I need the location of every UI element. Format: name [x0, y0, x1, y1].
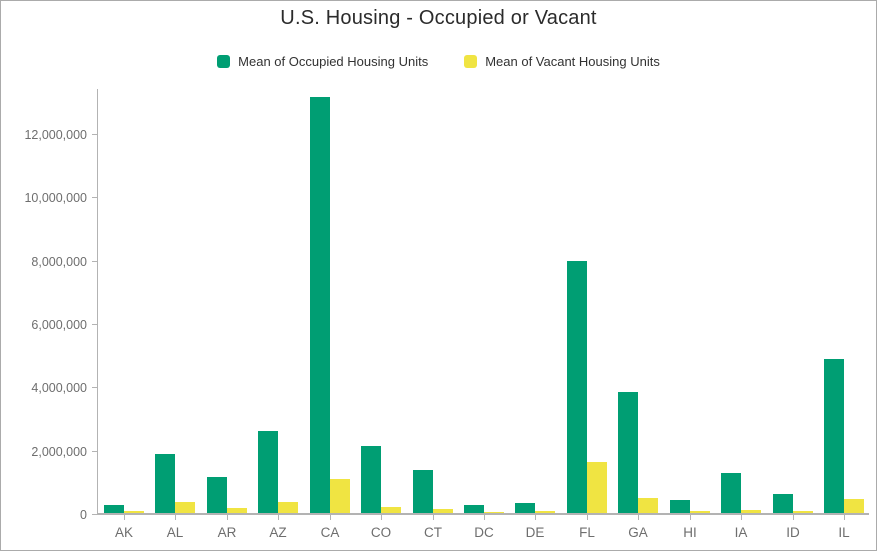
bar-vacant-CT[interactable] — [433, 509, 453, 513]
bar-occupied-AK[interactable] — [104, 505, 124, 513]
y-axis-tick — [92, 134, 98, 135]
y-axis-tick-label: 10,000,000 — [24, 191, 87, 205]
bar-vacant-IL[interactable] — [844, 499, 864, 513]
bar-vacant-HI[interactable] — [690, 511, 710, 513]
x-axis-tick — [330, 515, 331, 520]
plot-area: 0 2,000,000 4,000,000 6,000,000 8,000,000 10,… — [24, 89, 869, 540]
y-axis-tick — [92, 514, 98, 515]
x-axis-tick — [690, 515, 691, 520]
x-axis-label-DC: DC — [474, 525, 494, 540]
bar-occupied-CO[interactable] — [361, 446, 381, 513]
x-axis-tick — [278, 515, 279, 520]
y-axis-tick-label: 2,000,000 — [31, 445, 87, 459]
x-axis-tick — [535, 515, 536, 520]
bar-occupied-AL[interactable] — [155, 454, 175, 513]
bar-vacant-AL[interactable] — [175, 502, 195, 513]
bar-occupied-ID[interactable] — [773, 494, 793, 513]
x-axis-tick — [381, 515, 382, 520]
x-axis-label-HI: HI — [683, 525, 697, 540]
y-axis-tick-label: 6,000,000 — [31, 318, 87, 332]
bar-vacant-FL[interactable] — [587, 462, 607, 513]
y-axis-tick-label: 8,000,000 — [31, 255, 87, 269]
bar-occupied-CA[interactable] — [310, 97, 330, 513]
y-axis-tick-label: 12,000,000 — [24, 128, 87, 142]
x-axis-tick — [587, 515, 588, 520]
x-axis-tick — [175, 515, 176, 520]
x-axis-tick — [484, 515, 485, 520]
x-axis-label-CT: CT — [424, 525, 442, 540]
x-axis-tick — [638, 515, 639, 520]
x-axis-label-IL: IL — [838, 525, 850, 540]
y-axis-tick — [92, 451, 98, 452]
bar-vacant-DE[interactable] — [535, 511, 555, 513]
chart-title: U.S. Housing - Occupied or Vacant — [280, 7, 597, 29]
bar-occupied-AR[interactable] — [207, 477, 227, 513]
legend-label-vacant: Mean of Vacant Housing Units — [485, 54, 660, 69]
legend-item-occupied[interactable]: Mean of Occupied Housing Units — [217, 54, 428, 69]
occupied-swatch-icon — [217, 55, 231, 68]
bar-occupied-FL[interactable] — [567, 261, 587, 513]
x-axis-label-AK: AK — [114, 525, 133, 540]
y-axis-tick — [92, 197, 98, 198]
bar-occupied-IL[interactable] — [824, 359, 844, 513]
legend-label-occupied: Mean of Occupied Housing Units — [238, 54, 429, 69]
x-axis-tick — [227, 515, 228, 520]
bar-vacant-GA[interactable] — [638, 498, 658, 513]
bar-vacant-AK[interactable] — [124, 511, 144, 513]
x-axis-label-IA: IA — [734, 525, 748, 540]
x-axis-label-ID: ID — [786, 525, 800, 540]
bar-occupied-DC[interactable] — [464, 505, 484, 513]
x-axis-label-AR: AR — [217, 525, 237, 540]
x-axis-label-DE: DE — [525, 525, 545, 540]
legend: Mean of Occupied Housing Units Mean of V… — [1, 54, 876, 69]
bar-vacant-IA[interactable] — [741, 510, 761, 513]
bar-occupied-HI[interactable] — [670, 500, 690, 513]
x-axis-label-AZ: AZ — [269, 525, 287, 540]
x-axis-tick — [844, 515, 845, 520]
y-axis-tick-label: 4,000,000 — [31, 381, 87, 395]
x-axis-tick — [433, 515, 434, 520]
bar-occupied-CT[interactable] — [413, 470, 433, 513]
bar-vacant-CA[interactable] — [330, 479, 350, 513]
x-axis-tick — [124, 515, 125, 520]
x-axis-label-FL: FL — [579, 525, 595, 540]
bar-vacant-CO[interactable] — [381, 507, 401, 513]
x-axis-label-CO: CO — [370, 525, 392, 540]
vacant-swatch-icon — [464, 55, 478, 68]
y-axis-tick-label: 0 — [80, 508, 87, 522]
y-axis-tick — [92, 387, 98, 388]
x-axis-label-AL: AL — [166, 525, 184, 540]
bar-vacant-ID[interactable] — [793, 511, 813, 513]
bar-occupied-GA[interactable] — [618, 392, 638, 513]
x-axis-label-GA: GA — [628, 525, 648, 540]
x-axis-tick — [793, 515, 794, 520]
bar-vacant-DC[interactable] — [484, 512, 504, 513]
x-axis-tick — [741, 515, 742, 520]
legend-item-vacant[interactable]: Mean of Vacant Housing Units — [464, 54, 660, 69]
bar-occupied-AZ[interactable] — [258, 431, 278, 513]
bar-vacant-AZ[interactable] — [278, 502, 298, 513]
bar-occupied-IA[interactable] — [721, 473, 741, 513]
bar-vacant-AR[interactable] — [227, 508, 247, 513]
x-axis-label-CA: CA — [320, 525, 340, 540]
y-axis-tick — [92, 324, 98, 325]
bar-occupied-DE[interactable] — [515, 503, 535, 513]
y-axis-tick — [92, 261, 98, 262]
